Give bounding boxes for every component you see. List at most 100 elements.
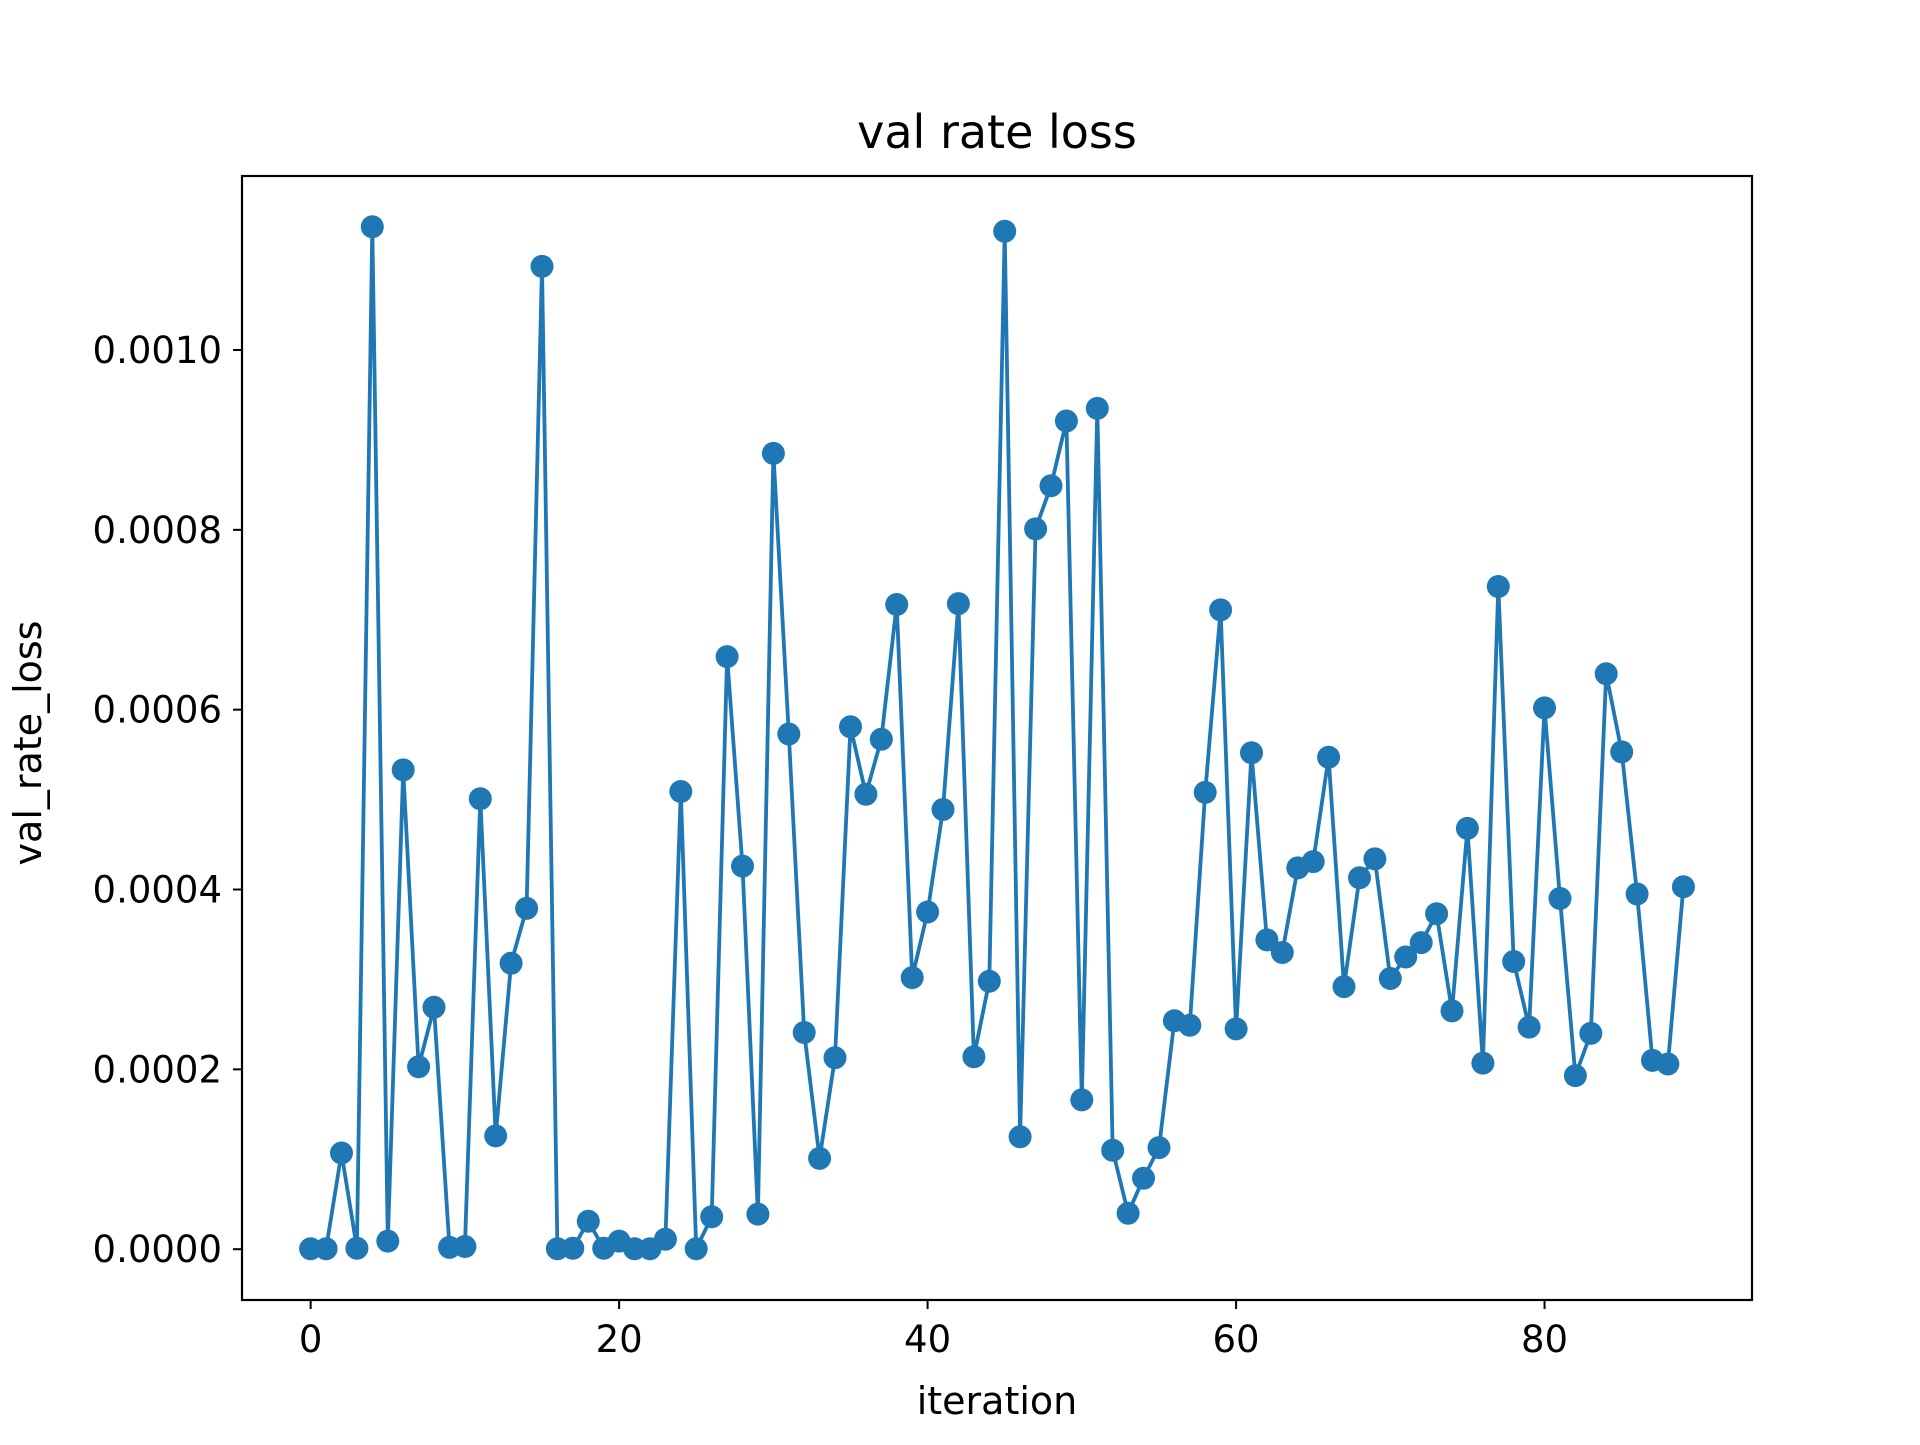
data-point (376, 1229, 400, 1253)
data-point (1224, 1017, 1248, 1041)
data-point (731, 854, 754, 878)
data-point (1101, 1138, 1125, 1162)
data-point (854, 782, 878, 806)
data-point (1455, 816, 1479, 840)
data-point (1579, 1021, 1603, 1045)
data-point (1209, 598, 1233, 622)
plot-area (299, 215, 1695, 1261)
x-tick-label: 60 (1213, 1318, 1260, 1361)
data-point (962, 1045, 986, 1069)
data-point (1594, 662, 1618, 686)
data-point (700, 1205, 724, 1229)
data-point (715, 645, 739, 669)
data-point (1270, 941, 1294, 964)
data-point (407, 1055, 431, 1079)
data-point (1563, 1064, 1587, 1088)
data-point (1671, 875, 1695, 899)
data-point (422, 995, 446, 1019)
data-point (314, 1237, 338, 1261)
y-tick-label: 0.0006 (93, 689, 222, 732)
data-point (684, 1237, 708, 1261)
data-point (561, 1236, 585, 1260)
data-point (1502, 950, 1526, 973)
data-point (1024, 517, 1048, 541)
data-point (1008, 1125, 1032, 1149)
data-point (1147, 1136, 1171, 1160)
data-point (1317, 745, 1341, 769)
data-point (1193, 780, 1217, 804)
data-point (1116, 1201, 1140, 1225)
data-point (345, 1236, 369, 1260)
x-tick-label: 40 (904, 1318, 951, 1361)
data-point (1085, 396, 1109, 420)
y-tick-label: 0.0010 (93, 329, 222, 372)
data-point (1409, 931, 1433, 955)
data-point (360, 215, 384, 239)
data-point (453, 1235, 477, 1258)
data-point (330, 1141, 353, 1165)
data-point (946, 592, 970, 616)
data-point (808, 1146, 832, 1170)
data-point (484, 1124, 508, 1148)
plot-frame (240, 174, 1754, 1302)
data-point (839, 715, 862, 739)
data-point (900, 966, 924, 990)
data-point (1363, 847, 1387, 871)
data-point (576, 1209, 600, 1233)
data-point (1394, 945, 1418, 969)
data-point (1610, 740, 1634, 764)
data-point (1625, 882, 1649, 906)
data-point (885, 593, 909, 616)
y-tick-label: 0.0004 (93, 869, 222, 912)
data-point (792, 1021, 816, 1044)
data-point (1240, 741, 1263, 765)
chart-title: val rate loss (857, 105, 1137, 159)
data-point (1348, 866, 1371, 890)
data-point (1255, 928, 1279, 952)
y-tick-label: 0.0008 (93, 509, 222, 552)
data-point (1533, 696, 1556, 720)
data-point (869, 727, 893, 751)
data-point (515, 896, 539, 920)
data-point (1656, 1052, 1680, 1076)
data-point (1440, 999, 1464, 1023)
data-point (1425, 902, 1449, 926)
x-tick-label: 80 (1521, 1318, 1568, 1361)
data-point (1486, 575, 1510, 598)
data-point (1178, 1013, 1202, 1037)
y-tick-label: 0.0002 (93, 1048, 222, 1091)
data-point (1378, 967, 1402, 990)
data-point (1301, 850, 1325, 874)
data-point (1039, 474, 1063, 498)
y-axis-label: val_rate_loss (6, 621, 50, 866)
data-point (530, 254, 554, 278)
series-line (310, 224, 1686, 1251)
data-point (1054, 409, 1078, 433)
data-point (1548, 887, 1572, 910)
data-point (499, 951, 523, 975)
x-axis-ticks: 0 20 40 60 80 (299, 1300, 1568, 1361)
data-point (391, 758, 415, 782)
x-tick-label: 20 (596, 1318, 643, 1361)
data-point (1517, 1015, 1541, 1039)
data-point (746, 1202, 770, 1226)
data-point (653, 1227, 677, 1251)
y-tick-label: 0.0000 (93, 1228, 222, 1271)
data-point (977, 969, 1001, 993)
data-point (916, 900, 940, 924)
y-axis-ticks: 0.0000 0.0002 0.0004 0.0006 0.0008 0.0010 (93, 329, 242, 1271)
data-point (761, 441, 785, 465)
data-point (1471, 1051, 1495, 1075)
data-point (823, 1046, 847, 1070)
data-point (669, 780, 693, 803)
x-axis-label: iteration (917, 1379, 1078, 1423)
data-point (1332, 975, 1356, 999)
data-point (1070, 1088, 1094, 1112)
data-point (1132, 1166, 1155, 1190)
data-point (777, 722, 801, 746)
data-point (993, 219, 1017, 243)
x-tick-label: 0 (299, 1318, 323, 1361)
